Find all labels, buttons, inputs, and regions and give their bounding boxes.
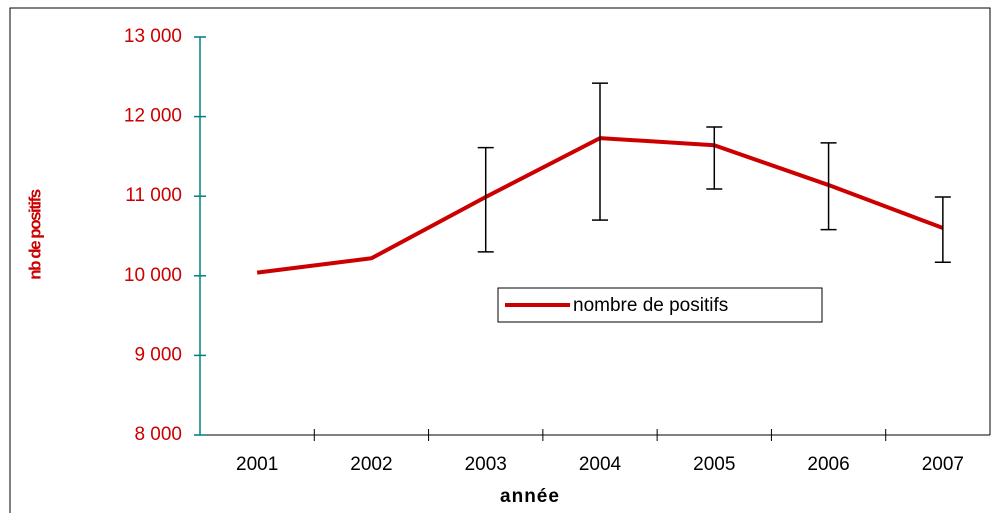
error-bar — [477, 146, 494, 253]
frame — [9, 7, 991, 513]
y-tick-label: 13 000 — [124, 26, 182, 47]
y-tick-label: 10 000 — [124, 265, 182, 286]
x-tick-label: 2001 — [236, 454, 278, 475]
x-tick-label: 2004 — [579, 454, 622, 475]
error-bar — [934, 196, 951, 264]
x-axis-label: année — [500, 486, 560, 507]
x-tick-label: 2002 — [350, 454, 392, 475]
y-tick-label: 8 000 — [134, 424, 182, 445]
error-bar — [592, 82, 608, 221]
y-tick-label: 9 000 — [134, 344, 182, 365]
y-axis-label: nb de positifs — [25, 189, 44, 280]
y-tick-label: 11 000 — [125, 185, 182, 206]
legend-label: nombre de positifs — [573, 295, 728, 316]
x-tick-label: 2006 — [807, 454, 849, 475]
x-tick-label: 2005 — [693, 454, 735, 475]
x-tick-label: 2007 — [922, 454, 964, 475]
error-bar — [706, 126, 723, 190]
x-tick-label: 2003 — [465, 454, 507, 475]
y-tick-label: 12 000 — [124, 106, 182, 127]
error-bar — [820, 142, 837, 231]
